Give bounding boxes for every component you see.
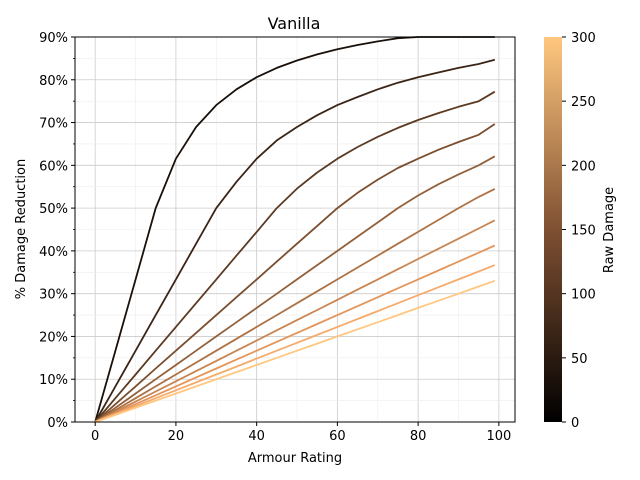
x-tick-label: 60 bbox=[329, 429, 346, 444]
y-tick-label: 0% bbox=[47, 416, 68, 431]
series-line-90 bbox=[94, 90, 496, 423]
colorbar-tick-label: 250 bbox=[571, 95, 596, 110]
series-line-240 bbox=[94, 244, 496, 423]
colorbar-label: Raw Damage bbox=[602, 187, 617, 273]
colorbar-tick-label: 50 bbox=[571, 352, 588, 367]
series-line-150 bbox=[94, 155, 496, 423]
series-line-210 bbox=[94, 219, 496, 423]
colorbar-tick-label: 200 bbox=[571, 159, 596, 174]
x-axis-ticks: 0 20 40 60 80 100 bbox=[91, 422, 511, 444]
series-line-120 bbox=[94, 123, 496, 423]
y-tick-label: 80% bbox=[39, 74, 68, 89]
grid-lines bbox=[75, 36, 515, 423]
y-tick-label: 90% bbox=[39, 31, 68, 46]
y-tick-label: 30% bbox=[39, 288, 68, 303]
series-line-60 bbox=[94, 58, 496, 423]
series-line-300 bbox=[94, 279, 496, 423]
x-axis-label: Armour Rating bbox=[248, 451, 342, 466]
y-tick-label: 40% bbox=[39, 245, 68, 260]
y-tick-label: 50% bbox=[39, 202, 68, 217]
series-line-180 bbox=[94, 188, 496, 423]
colorbar bbox=[544, 37, 562, 422]
x-tick-label: 80 bbox=[410, 429, 427, 444]
colorbar-ticks: 0 50 100 150 200 250 300 bbox=[562, 31, 596, 431]
chart-title: Vanilla bbox=[268, 14, 321, 33]
colorbar-tick-label: 300 bbox=[571, 31, 596, 46]
series-group bbox=[94, 36, 496, 423]
colorbar-tick-label: 150 bbox=[571, 224, 596, 239]
y-axis-label: % Damage Reduction bbox=[14, 159, 29, 299]
series-line-270 bbox=[94, 264, 496, 423]
y-tick-label: 20% bbox=[39, 330, 68, 345]
x-tick-label: 0 bbox=[91, 429, 99, 444]
y-axis-ticks: 0% 10% 20% 30% 40% 50% 60% 70% 80% 90% bbox=[39, 31, 75, 431]
x-tick-label: 100 bbox=[486, 429, 511, 444]
y-tick-label: 60% bbox=[39, 159, 68, 174]
colorbar-tick-label: 0 bbox=[571, 416, 579, 431]
x-tick-label: 40 bbox=[248, 429, 265, 444]
x-tick-label: 20 bbox=[168, 429, 185, 444]
colorbar-tick-label: 100 bbox=[571, 288, 596, 303]
y-tick-label: 70% bbox=[39, 117, 68, 132]
y-tick-label: 10% bbox=[39, 373, 68, 388]
